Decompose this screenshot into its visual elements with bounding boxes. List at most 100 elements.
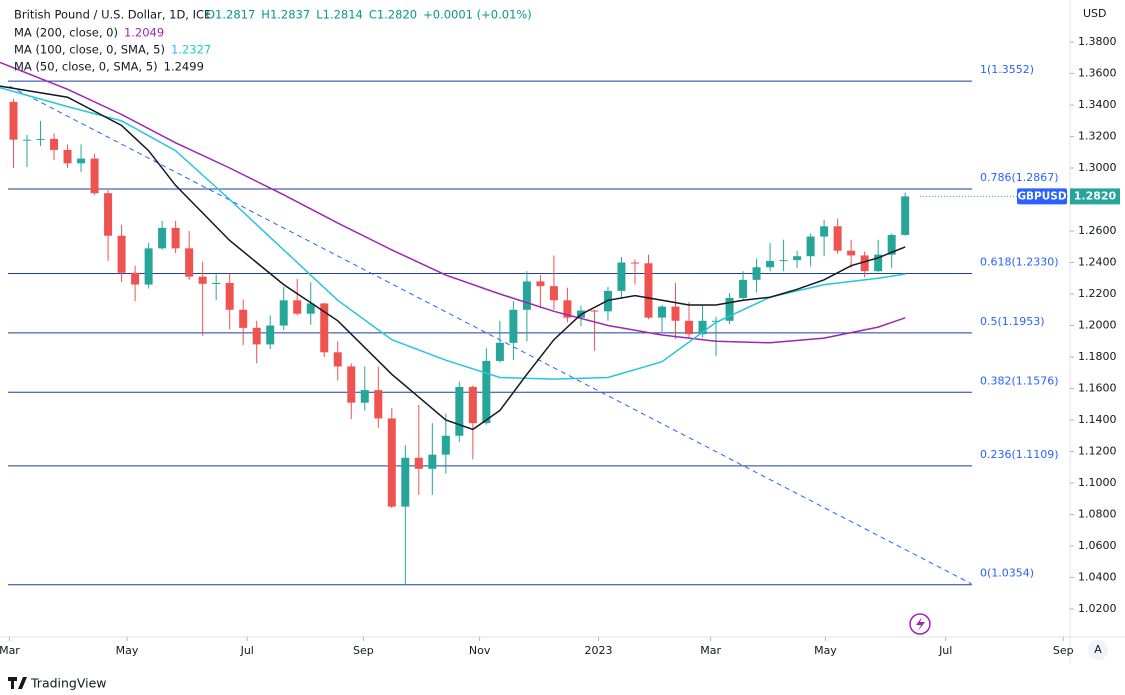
candle-body	[131, 272, 140, 285]
y-tick-label: 1.2200	[1078, 287, 1117, 300]
fib-label: 0(1.0354)	[980, 567, 1034, 580]
candle-body	[158, 227, 167, 249]
candle-body	[657, 306, 666, 318]
legend-value: 1.2327	[171, 43, 211, 57]
legend-name: MA (200, close, 0)	[14, 26, 118, 40]
candle-body	[887, 234, 896, 255]
y-tick-label: 1.3000	[1078, 161, 1117, 174]
candle-body	[441, 435, 450, 455]
x-tick-label: Sep	[353, 644, 374, 657]
lightning-icon[interactable]	[916, 617, 925, 631]
auto-button-label[interactable]: A	[1094, 643, 1102, 656]
symbol-tag	[1017, 188, 1067, 205]
y-tick-label: 1.3400	[1078, 98, 1117, 111]
price-tag-text: 1.2820	[1074, 189, 1117, 202]
candle-body	[617, 262, 626, 291]
candle-body	[793, 256, 802, 261]
quote: O1.2817 H1.2837 L1.2814 C1.2820 +0.0001 (+0.…	[206, 8, 532, 22]
candle-body	[901, 196, 910, 235]
y-tick-label: 1.1000	[1078, 476, 1117, 489]
y-tick-label: 1.2600	[1078, 224, 1117, 237]
y-tick-label: 1.1600	[1078, 381, 1117, 394]
fib-label: 0.5(1.1953)	[980, 315, 1045, 328]
y-tick-label: 1.2400	[1078, 256, 1117, 269]
x-tick-label: Nov	[469, 644, 491, 657]
price-tag	[1070, 188, 1120, 205]
candle-body	[698, 320, 707, 335]
candle-body	[630, 262, 639, 264]
candle-body	[833, 226, 842, 251]
candle-body	[279, 300, 288, 326]
candle-body	[806, 236, 815, 257]
candle-body	[36, 138, 45, 140]
y-tick-label: 1.3200	[1078, 130, 1117, 143]
candle-body	[495, 342, 504, 361]
quote-value: C1.2820	[369, 8, 417, 22]
candle-body	[347, 366, 356, 403]
candle-body	[590, 310, 599, 312]
candle-body	[522, 281, 531, 310]
candle-body	[712, 320, 721, 322]
candle-body	[225, 282, 234, 310]
candle-body	[563, 300, 572, 318]
candle-body	[333, 352, 342, 367]
x-tick-label: May	[814, 644, 837, 657]
icon-circle[interactable]	[909, 613, 931, 635]
candle-body	[23, 139, 32, 141]
auto-scale-button[interactable]: A	[1088, 640, 1108, 660]
legend: MA (200, close, 0) 1.2049 MA (100, close, …	[14, 26, 211, 74]
candle-body	[847, 250, 856, 256]
x-tick-label: Mar	[0, 644, 20, 657]
y-tick-label: 1.1200	[1078, 444, 1117, 457]
candle-body	[144, 248, 153, 285]
candle-body	[387, 418, 396, 507]
candle-body	[414, 457, 423, 469]
y-tick-label: 1.0600	[1078, 539, 1117, 552]
candle-body	[820, 226, 829, 237]
candle-body	[198, 276, 207, 284]
candle-body	[536, 281, 545, 287]
candle-body	[468, 386, 477, 424]
candle-body	[239, 309, 248, 328]
candle-body	[9, 101, 18, 140]
ma-line	[0, 85, 906, 431]
candle-body	[766, 260, 775, 268]
fib-label: 1(1.3552)	[980, 63, 1034, 76]
y-tick-label: 1.3600	[1078, 67, 1117, 80]
logo: TradingView	[8, 676, 107, 691]
fib-label: 0.382(1.1576)	[980, 374, 1059, 387]
replay-button[interactable]	[909, 613, 931, 635]
candle-body	[306, 303, 315, 314]
legend-name: MA (50, close, 0, SMA, 5)	[14, 60, 158, 74]
y-tick-label: 1.0400	[1078, 570, 1117, 583]
candle-body	[117, 235, 126, 273]
ma-line	[0, 61, 906, 344]
candle-body	[266, 325, 275, 345]
y-tick-label: 1.0200	[1078, 602, 1117, 615]
candle-body	[509, 309, 518, 343]
candle-body	[739, 279, 748, 298]
candle-body	[320, 303, 329, 353]
candle-body	[293, 300, 302, 314]
x-tick-label: May	[116, 644, 139, 657]
quote-value: H1.2837	[261, 8, 310, 22]
x-tick-label: Jul	[240, 644, 254, 657]
candle-body	[360, 390, 369, 403]
candle-body	[752, 267, 761, 280]
trend-line	[9, 85, 972, 585]
candle-body	[63, 149, 72, 164]
plot: 1(1.3552) 0.786(1.2867) 0.618(1.2330) 0.5(1…	[0, 61, 1059, 586]
candle-body	[874, 254, 883, 272]
candle-body	[860, 255, 869, 272]
legend-name: MA (100, close, 0, SMA, 5)	[14, 43, 165, 57]
candle-body	[549, 286, 558, 301]
x-tick-label: 2023	[584, 644, 612, 657]
logo-text: TradingView	[30, 676, 107, 691]
x-tick-label: Sep	[1053, 644, 1074, 657]
quote-value: O1.2817	[206, 8, 255, 22]
candle-body	[428, 454, 437, 469]
fib-label: 0.236(1.1109)	[980, 448, 1059, 461]
auto-button-bg[interactable]	[1088, 640, 1108, 660]
